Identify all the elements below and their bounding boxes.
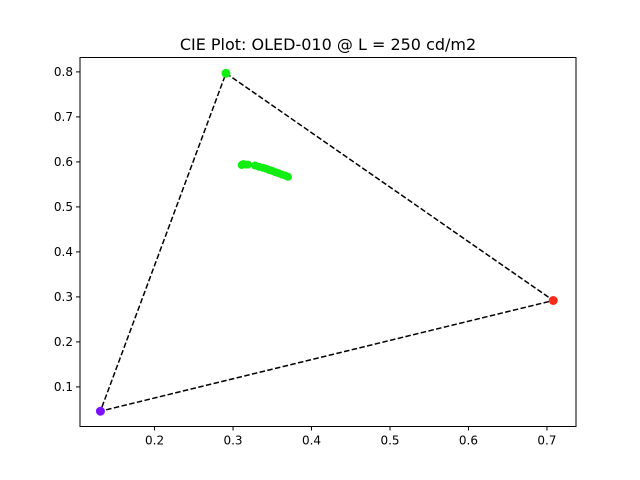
primary-red-point xyxy=(548,296,558,305)
measurement-point-14 xyxy=(283,172,292,181)
gamut-triangle xyxy=(99,72,556,413)
plot-layer xyxy=(95,68,558,416)
plot-frame xyxy=(79,57,577,427)
x-tick-label: 0.3 xyxy=(223,434,242,448)
y-tick-label: 0.3 xyxy=(54,290,73,304)
y-tick-label: 0.2 xyxy=(54,335,73,349)
x-tick-label: 0.4 xyxy=(302,434,321,448)
y-tick-label: 0.1 xyxy=(54,380,73,394)
x-tick-label: 0.2 xyxy=(145,434,164,448)
ticks-layer: 0.2 0.3 0.4 0.5 0.6 0.7 0.1 0.2 0.3 0.4 0.5 0.6 0.7 0… xyxy=(54,65,557,448)
primary-green-point xyxy=(221,68,231,78)
measurement-point-3 xyxy=(243,160,252,169)
chart-title: CIE Plot: OLED-010 @ L = 250 cd/m2 xyxy=(180,35,476,54)
y-tick-label: 0.8 xyxy=(54,65,73,79)
x-tick-label: 0.6 xyxy=(459,434,478,448)
y-tick-label: 0.6 xyxy=(54,155,73,169)
y-tick-label: 0.7 xyxy=(54,110,73,124)
primary-blue-point xyxy=(95,406,105,416)
x-tick-label: 0.5 xyxy=(380,434,399,448)
y-tick-label: 0.4 xyxy=(54,245,73,259)
x-tick-label: 0.7 xyxy=(537,434,556,448)
y-tick-label: 0.5 xyxy=(54,200,73,214)
